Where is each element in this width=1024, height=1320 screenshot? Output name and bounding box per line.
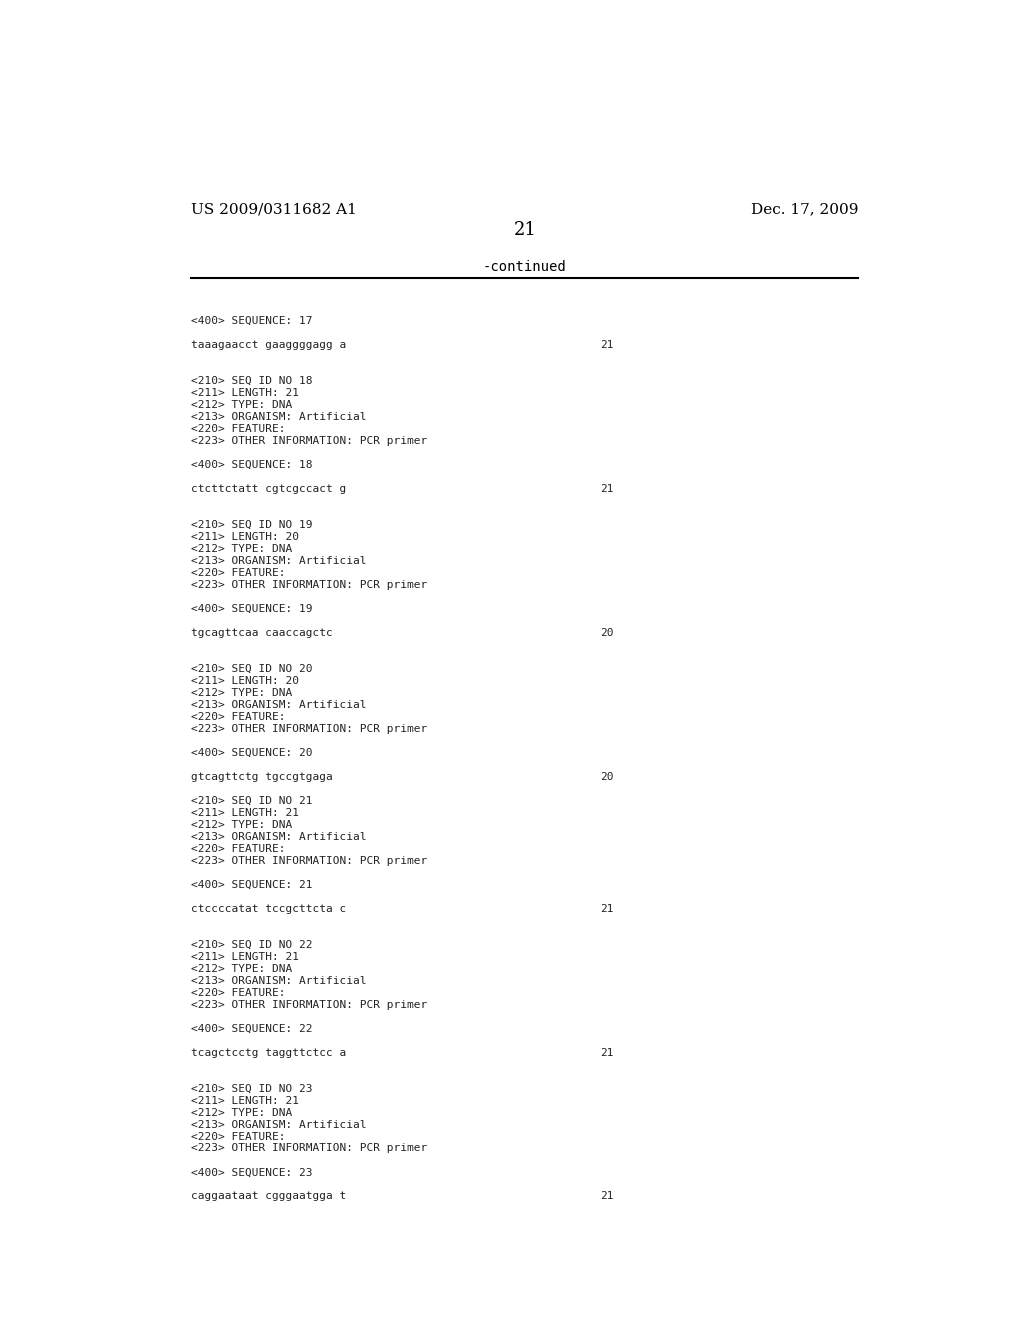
Text: <211> LENGTH: 20: <211> LENGTH: 20 [191,532,299,541]
Text: taaagaacct gaaggggagg a: taaagaacct gaaggggagg a [191,341,347,350]
Text: tcagctcctg taggttctcc a: tcagctcctg taggttctcc a [191,1048,347,1057]
Text: <220> FEATURE:: <220> FEATURE: [191,1131,286,1142]
Text: <400> SEQUENCE: 20: <400> SEQUENCE: 20 [191,747,313,758]
Text: 21: 21 [600,341,613,350]
Text: <220> FEATURE:: <220> FEATURE: [191,987,286,998]
Text: caggaataat cgggaatgga t: caggaataat cgggaatgga t [191,1192,347,1201]
Text: <212> TYPE: DNA: <212> TYPE: DNA [191,1107,293,1118]
Text: <220> FEATURE:: <220> FEATURE: [191,568,286,578]
Text: <220> FEATURE:: <220> FEATURE: [191,424,286,434]
Text: US 2009/0311682 A1: US 2009/0311682 A1 [191,202,357,216]
Text: <223> OTHER INFORMATION: PCR primer: <223> OTHER INFORMATION: PCR primer [191,436,428,446]
Text: -continued: -continued [483,260,566,275]
Text: 21: 21 [513,222,537,239]
Text: ctcttctatt cgtcgccact g: ctcttctatt cgtcgccact g [191,484,347,494]
Text: <223> OTHER INFORMATION: PCR primer: <223> OTHER INFORMATION: PCR primer [191,579,428,590]
Text: <210> SEQ ID NO 21: <210> SEQ ID NO 21 [191,796,313,805]
Text: <210> SEQ ID NO 23: <210> SEQ ID NO 23 [191,1084,313,1093]
Text: <212> TYPE: DNA: <212> TYPE: DNA [191,400,293,411]
Text: <400> SEQUENCE: 22: <400> SEQUENCE: 22 [191,1023,313,1034]
Text: <212> TYPE: DNA: <212> TYPE: DNA [191,820,293,830]
Text: <213> ORGANISM: Artificial: <213> ORGANISM: Artificial [191,556,367,566]
Text: <220> FEATURE:: <220> FEATURE: [191,843,286,854]
Text: <400> SEQUENCE: 17: <400> SEQUENCE: 17 [191,315,313,326]
Text: ctccccatat tccgcttcta c: ctccccatat tccgcttcta c [191,904,347,913]
Text: <212> TYPE: DNA: <212> TYPE: DNA [191,544,293,554]
Text: 20: 20 [600,628,613,638]
Text: <220> FEATURE:: <220> FEATURE: [191,711,286,722]
Text: <213> ORGANISM: Artificial: <213> ORGANISM: Artificial [191,975,367,986]
Text: <212> TYPE: DNA: <212> TYPE: DNA [191,688,293,698]
Text: 21: 21 [600,1048,613,1057]
Text: <210> SEQ ID NO 18: <210> SEQ ID NO 18 [191,376,313,385]
Text: <400> SEQUENCE: 18: <400> SEQUENCE: 18 [191,459,313,470]
Text: <400> SEQUENCE: 23: <400> SEQUENCE: 23 [191,1167,313,1177]
Text: <212> TYPE: DNA: <212> TYPE: DNA [191,964,293,974]
Text: <223> OTHER INFORMATION: PCR primer: <223> OTHER INFORMATION: PCR primer [191,723,428,734]
Text: <211> LENGTH: 21: <211> LENGTH: 21 [191,952,299,961]
Text: <210> SEQ ID NO 19: <210> SEQ ID NO 19 [191,520,313,529]
Text: <211> LENGTH: 20: <211> LENGTH: 20 [191,676,299,686]
Text: <400> SEQUENCE: 19: <400> SEQUENCE: 19 [191,603,313,614]
Text: tgcagttcaa caaccagctc: tgcagttcaa caaccagctc [191,628,333,638]
Text: 20: 20 [600,772,613,781]
Text: 21: 21 [600,1192,613,1201]
Text: <400> SEQUENCE: 21: <400> SEQUENCE: 21 [191,879,313,890]
Text: <223> OTHER INFORMATION: PCR primer: <223> OTHER INFORMATION: PCR primer [191,1143,428,1154]
Text: <213> ORGANISM: Artificial: <213> ORGANISM: Artificial [191,412,367,422]
Text: 21: 21 [600,904,613,913]
Text: <211> LENGTH: 21: <211> LENGTH: 21 [191,388,299,397]
Text: Dec. 17, 2009: Dec. 17, 2009 [751,202,858,216]
Text: 21: 21 [600,484,613,494]
Text: <211> LENGTH: 21: <211> LENGTH: 21 [191,1096,299,1106]
Text: <223> OTHER INFORMATION: PCR primer: <223> OTHER INFORMATION: PCR primer [191,999,428,1010]
Text: <213> ORGANISM: Artificial: <213> ORGANISM: Artificial [191,832,367,842]
Text: <213> ORGANISM: Artificial: <213> ORGANISM: Artificial [191,700,367,710]
Text: <210> SEQ ID NO 20: <210> SEQ ID NO 20 [191,664,313,673]
Text: gtcagttctg tgccgtgaga: gtcagttctg tgccgtgaga [191,772,333,781]
Text: <213> ORGANISM: Artificial: <213> ORGANISM: Artificial [191,1119,367,1130]
Text: <210> SEQ ID NO 22: <210> SEQ ID NO 22 [191,940,313,949]
Text: <223> OTHER INFORMATION: PCR primer: <223> OTHER INFORMATION: PCR primer [191,855,428,866]
Text: <211> LENGTH: 21: <211> LENGTH: 21 [191,808,299,817]
